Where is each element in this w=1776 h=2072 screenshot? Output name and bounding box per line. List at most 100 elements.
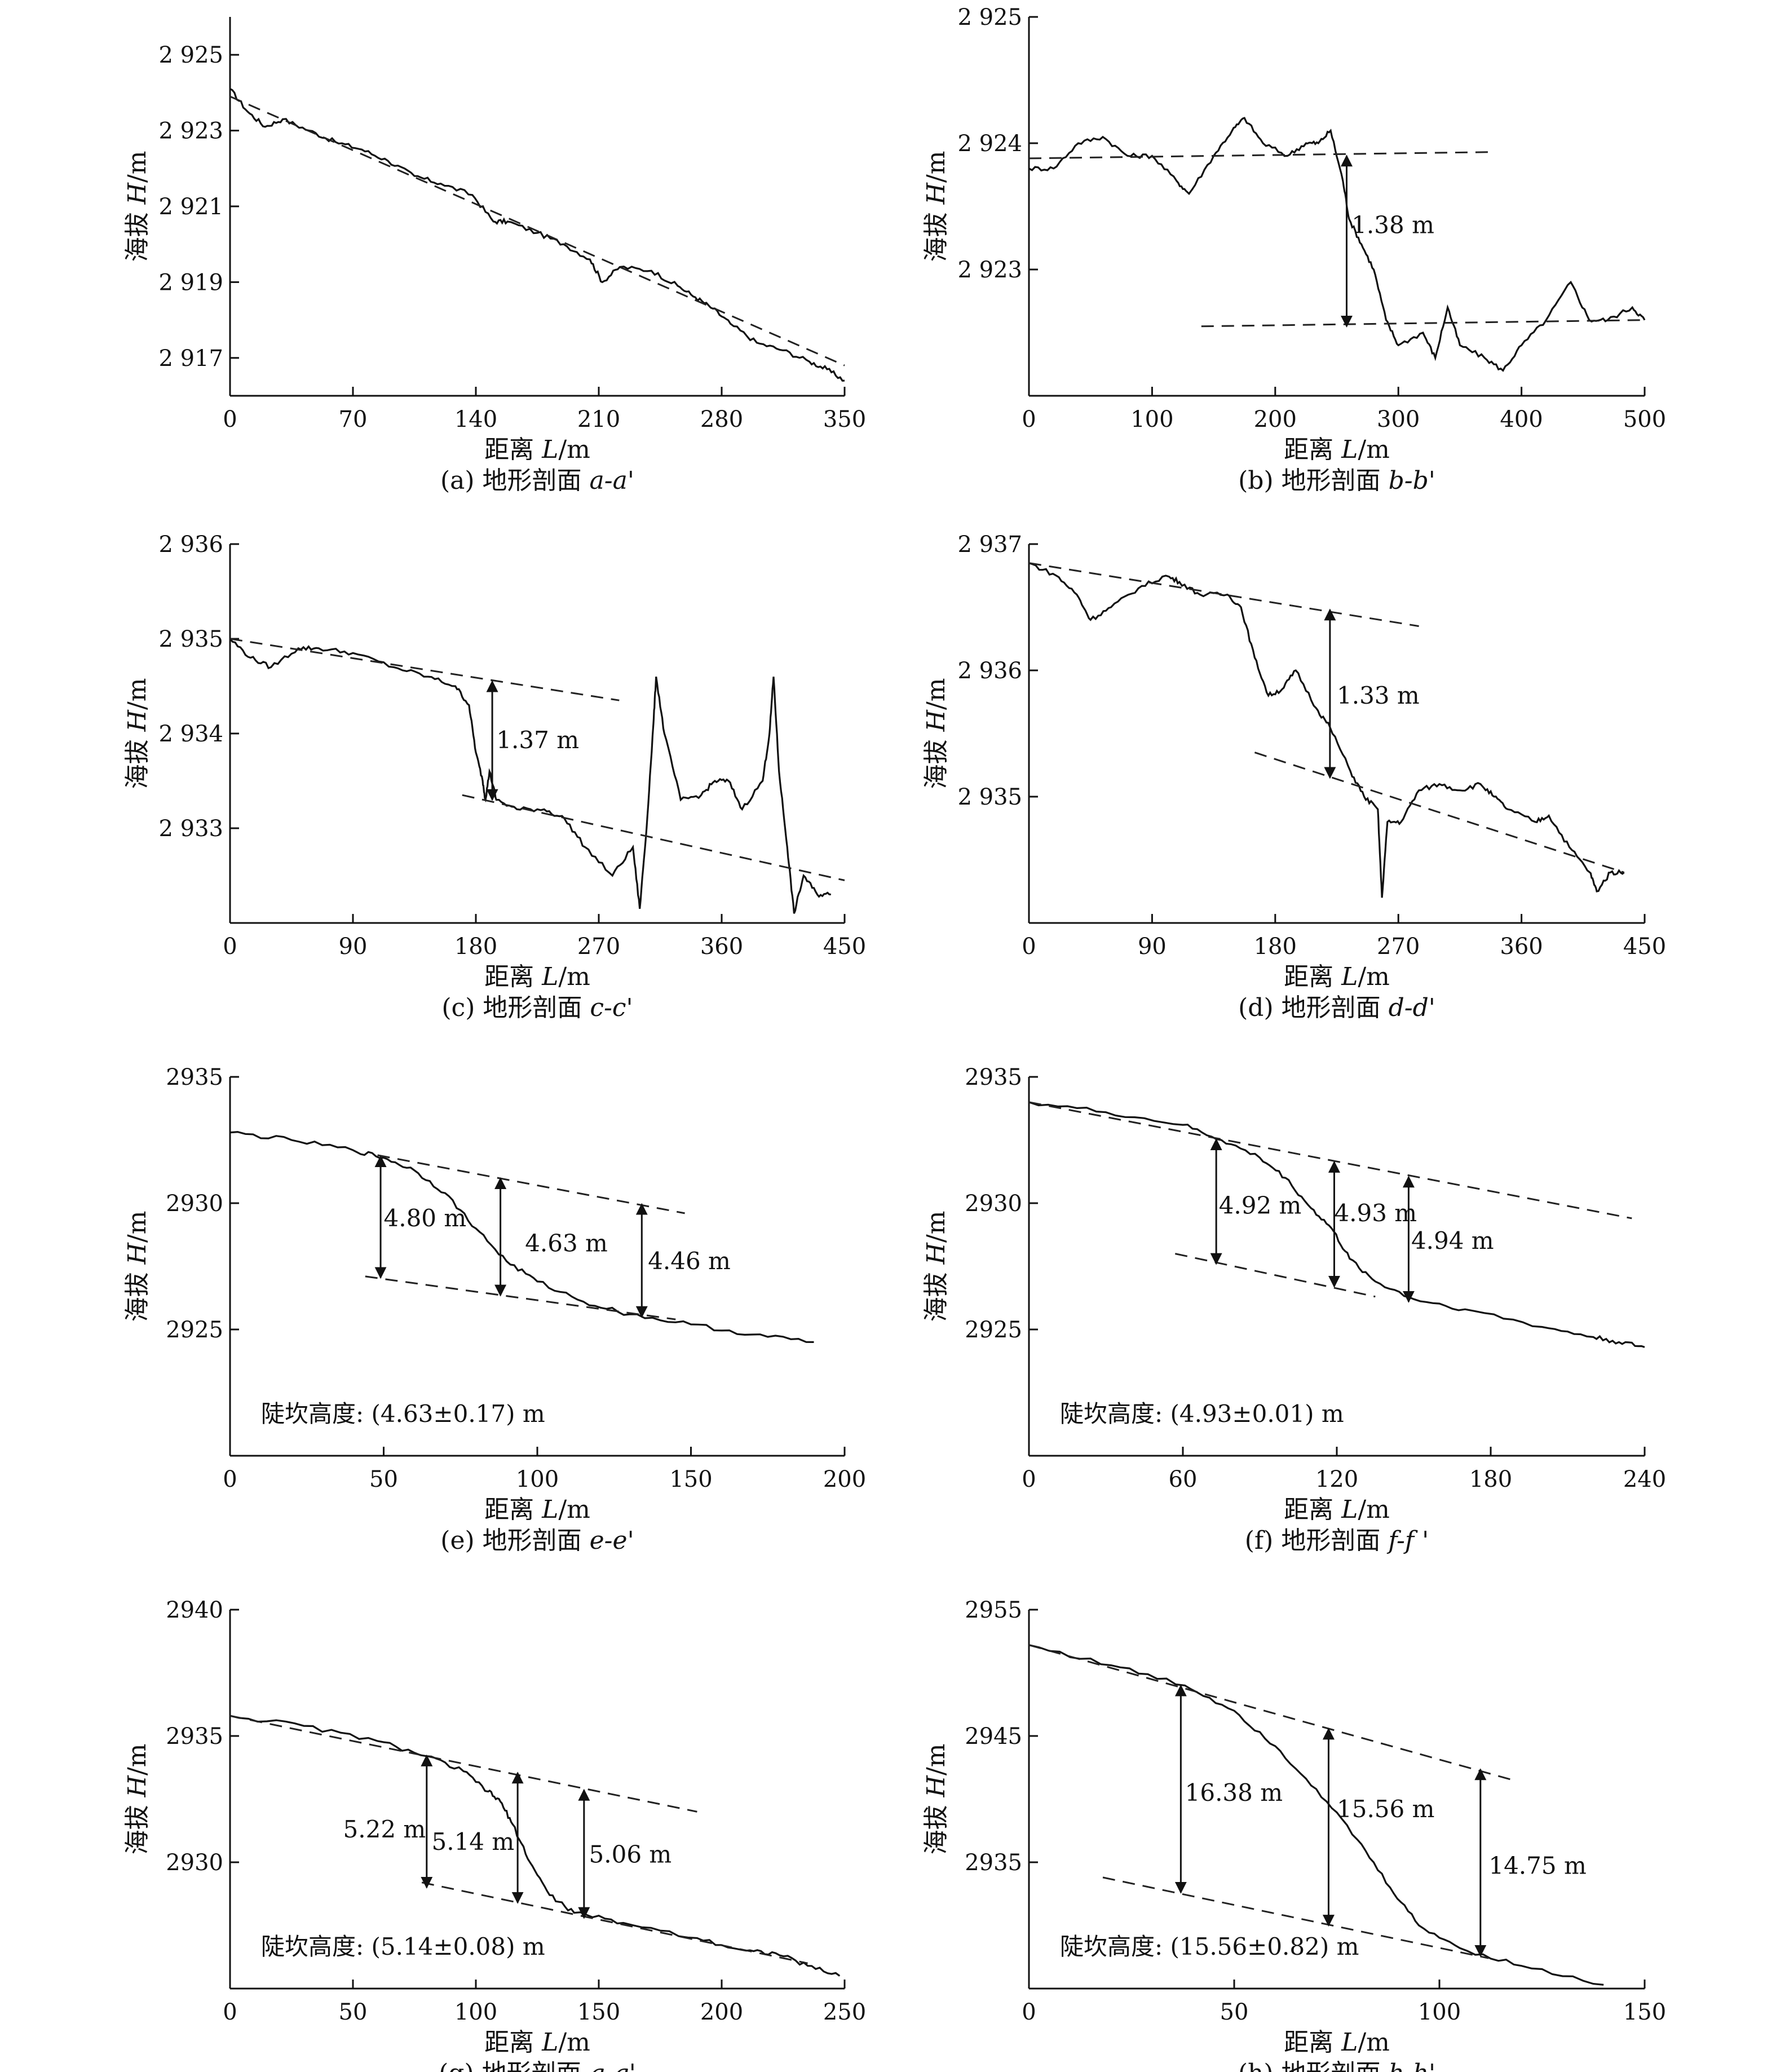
y-tick-label: 2 919 xyxy=(158,270,223,295)
panel-caption: (g) 地形剖面 g-g' xyxy=(439,2059,636,2072)
x-tick-label: 0 xyxy=(1022,1466,1036,1492)
x-axis-label: 距离 L/m xyxy=(484,1495,590,1524)
height-label: 4.92 m xyxy=(1219,1191,1302,1219)
x-tick-label: 500 xyxy=(1623,407,1666,432)
x-tick-label: 210 xyxy=(577,407,620,432)
x-axis-label: 距离 L/m xyxy=(1284,1495,1390,1524)
y-tick-label: 2 935 xyxy=(957,784,1022,810)
panel-caption: (f) 地形剖面 f-f ' xyxy=(1245,1526,1429,1555)
x-axis-label: 距离 L/m xyxy=(1284,2028,1390,2057)
x-tick-label: 200 xyxy=(823,1466,866,1492)
x-tick-label: 0 xyxy=(223,934,237,960)
x-tick-label: 200 xyxy=(1254,407,1297,432)
height-label: 5.22 m xyxy=(343,1815,426,1843)
x-tick-label: 0 xyxy=(1022,934,1036,960)
panel-e: 0 50 100 150 200 2925 2930 2935 海拔 H/m 距离 L/m(e) … xyxy=(123,1064,866,1555)
y-axis-label: 海拔 H/m xyxy=(922,678,951,789)
panel-caption: (a) 地形剖面 a-a' xyxy=(440,466,634,495)
x-axis-label: 距离 L/m xyxy=(484,435,590,464)
bank-height-label: 陡坎高度: (5.14±0.08) m xyxy=(261,1933,545,1960)
y-tick-label: 2935 xyxy=(166,1064,223,1090)
x-tick-label: 90 xyxy=(1138,934,1167,960)
trend-line xyxy=(1201,319,1645,328)
profile-line xyxy=(1028,117,1646,372)
bank-height-label: 陡坎高度: (15.56±0.82) m xyxy=(1060,1933,1359,1960)
trend-line xyxy=(421,1881,808,1964)
x-tick-label: 0 xyxy=(223,1999,237,2025)
trend-line xyxy=(1028,562,1419,628)
x-tick-label: 240 xyxy=(1623,1466,1666,1492)
x-axis-label: 距离 L/m xyxy=(484,2028,590,2057)
height-label: 5.14 m xyxy=(432,1828,515,1855)
x-tick-label: 300 xyxy=(1377,407,1420,432)
x-tick-label: 100 xyxy=(516,1466,559,1492)
height-label: 4.63 m xyxy=(525,1230,608,1257)
height-label: 4.80 m xyxy=(384,1204,467,1232)
y-tick-label: 2 921 xyxy=(158,194,223,220)
x-tick-label: 180 xyxy=(454,934,497,960)
x-tick-label: 50 xyxy=(369,1466,398,1492)
bank-height-label: 陡坎高度: (4.63±0.17) m xyxy=(261,1400,545,1428)
y-tick-label: 2 934 xyxy=(158,721,223,747)
y-axis-label: 海拔 H/m xyxy=(922,151,951,262)
trend-line xyxy=(229,1715,697,1813)
y-tick-label: 2 925 xyxy=(158,42,223,68)
trend-line xyxy=(365,1275,676,1320)
x-tick-label: 150 xyxy=(1623,1999,1666,2025)
x-tick-label: 250 xyxy=(823,1999,866,2025)
height-label: 16.38 m xyxy=(1185,1779,1283,1806)
y-axis-label: 海拔 H/m xyxy=(123,1211,152,1322)
y-tick-label: 2 923 xyxy=(957,257,1022,283)
y-tick-label: 2 937 xyxy=(957,532,1022,558)
x-tick-label: 0 xyxy=(1022,1999,1036,2025)
x-tick-label: 450 xyxy=(1623,934,1666,960)
x-tick-label: 100 xyxy=(1418,1999,1461,2025)
y-tick-label: 2 925 xyxy=(957,5,1022,30)
x-tick-label: 120 xyxy=(1315,1466,1358,1492)
x-tick-label: 180 xyxy=(1254,934,1297,960)
height-label: 1.33 m xyxy=(1337,682,1420,709)
x-tick-label: 140 xyxy=(454,407,497,432)
height-label: 4.46 m xyxy=(648,1247,731,1275)
panel-caption: (d) 地形剖面 d-d' xyxy=(1238,993,1435,1022)
y-tick-label: 2935 xyxy=(965,1850,1022,1876)
y-tick-label: 2930 xyxy=(166,1191,223,1217)
x-axis-label: 距离 L/m xyxy=(484,962,590,991)
x-axis-label: 距离 L/m xyxy=(1284,962,1390,991)
height-label: 4.93 m xyxy=(1334,1199,1417,1227)
height-label: 14.75 m xyxy=(1488,1852,1586,1880)
x-tick-label: 70 xyxy=(339,407,368,432)
x-tick-label: 100 xyxy=(1130,407,1173,432)
y-tick-label: 2 936 xyxy=(158,532,223,558)
x-tick-label: 90 xyxy=(339,934,368,960)
panel-c: 0 90 180 270 360 450 2 933 2 934 2 935 2 936 海拔 H/… xyxy=(123,532,866,1022)
panel-caption: (b) 地形剖面 b-b' xyxy=(1238,466,1435,495)
profile-line xyxy=(229,88,845,382)
x-tick-label: 50 xyxy=(339,1999,368,2025)
trend-line xyxy=(1102,1876,1489,1959)
x-tick-label: 360 xyxy=(700,934,743,960)
y-tick-label: 2 933 xyxy=(158,816,223,842)
panel-caption: (c) 地形剖面 c-c' xyxy=(441,993,633,1022)
x-tick-label: 0 xyxy=(1022,407,1036,432)
height-label: 5.06 m xyxy=(589,1841,672,1868)
profile-line xyxy=(229,1715,841,1977)
profile-line xyxy=(1028,1101,1645,1348)
y-tick-label: 2935 xyxy=(965,1064,1022,1090)
y-tick-label: 2925 xyxy=(166,1317,223,1343)
panel-h: 0 50 100 150 2935 2945 2955 海拔 H/m 距离 L/m (h) 地形剖… xyxy=(922,1597,1666,2072)
panel-g: 0 50 100 150 200 250 2930 2935 2940 海拔 H/m 距离 L/m (… xyxy=(123,1597,866,2072)
panel-caption: (h) 地形剖面 h-h' xyxy=(1238,2059,1435,2072)
trend-line xyxy=(1028,151,1491,160)
trend-line xyxy=(229,638,620,701)
x-tick-label: 450 xyxy=(823,934,866,960)
x-tick-label: 400 xyxy=(1500,407,1543,432)
x-tick-label: 0 xyxy=(223,407,237,432)
x-tick-label: 280 xyxy=(700,407,743,432)
height-label: 15.56 m xyxy=(1337,1795,1434,1823)
y-tick-label: 2 923 xyxy=(158,118,223,144)
x-tick-label: 180 xyxy=(1469,1466,1512,1492)
y-tick-label: 2935 xyxy=(166,1724,223,1750)
panel-a: 0 70 140 210 280 350 2 917 2 919 2 921 2 923 2 925… xyxy=(123,17,866,495)
y-axis-label: 海拔 H/m xyxy=(123,1744,152,1855)
